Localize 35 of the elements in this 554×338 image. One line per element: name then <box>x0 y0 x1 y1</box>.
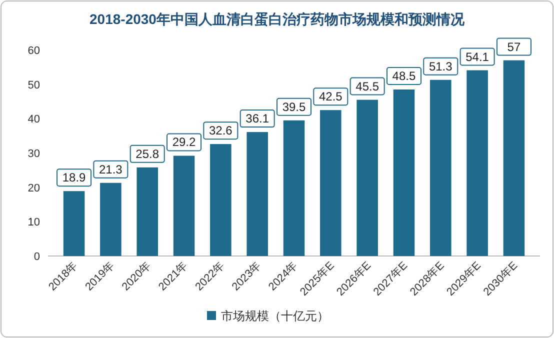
data-label: 42.5 <box>318 90 343 104</box>
data-label: 36.1 <box>246 112 270 126</box>
data-label: 45.5 <box>356 79 380 94</box>
y-tick-label: 40 <box>28 114 40 126</box>
bar <box>503 60 525 256</box>
data-label: 54.1 <box>466 50 490 64</box>
bar <box>100 182 122 256</box>
bar <box>136 167 158 256</box>
y-tick-label: 60 <box>28 45 40 57</box>
bar <box>246 132 268 256</box>
bar <box>63 191 85 256</box>
data-label: 25.8 <box>136 146 160 161</box>
data-label: 51.3 <box>428 59 453 74</box>
data-label: 48.5 <box>392 68 416 83</box>
legend-label: 市场规模（十亿元） <box>221 309 329 323</box>
chart-title: 2018-2030年中国人血清白蛋白治疗药物市场规模和预测情况 <box>90 11 466 27</box>
data-label: 21.3 <box>99 162 123 176</box>
bar <box>393 89 415 256</box>
y-tick-label: 10 <box>28 216 40 229</box>
bar <box>173 156 195 256</box>
data-label: 32.6 <box>208 124 233 138</box>
data-label: 39.5 <box>282 100 306 114</box>
data-label: 18.9 <box>62 170 86 185</box>
bar <box>466 70 488 256</box>
y-tick-label: 30 <box>28 148 40 160</box>
bar <box>283 120 305 256</box>
data-label: 29.2 <box>172 135 196 150</box>
y-tick-label: 50 <box>28 79 40 92</box>
bar <box>430 80 452 256</box>
bar <box>356 100 378 256</box>
bar <box>210 144 232 256</box>
y-tick-label: 0 <box>34 251 40 263</box>
y-tick-label: 20 <box>28 182 40 194</box>
bar <box>320 110 342 256</box>
data-label: 57 <box>507 40 521 54</box>
